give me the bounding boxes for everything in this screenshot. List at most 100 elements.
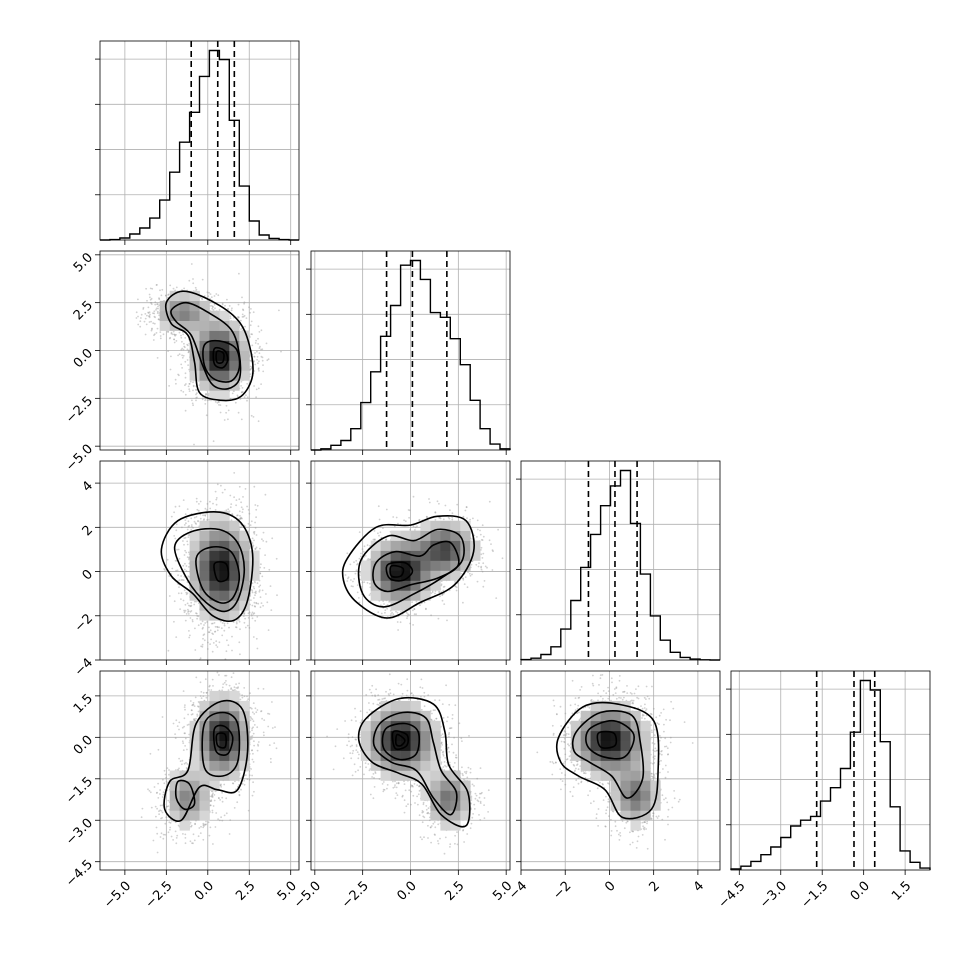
sample-point <box>251 537 254 540</box>
sample-point <box>257 367 260 370</box>
sample-point <box>195 393 197 396</box>
sample-point <box>257 343 259 345</box>
sample-point <box>184 609 187 612</box>
sample-point <box>168 385 171 387</box>
sample-point <box>218 662 220 664</box>
sample-point <box>188 525 191 527</box>
sample-point <box>158 298 161 301</box>
sample-point <box>187 364 190 366</box>
sample-point <box>244 617 247 620</box>
sample-point <box>165 294 167 297</box>
sample-point <box>237 303 240 306</box>
sample-point <box>240 328 242 331</box>
sample-point <box>239 398 242 400</box>
sample-point <box>240 506 243 509</box>
sample-point <box>185 613 188 615</box>
sample-point <box>201 620 204 623</box>
sample-point <box>216 483 219 486</box>
sample-point <box>253 532 256 535</box>
sample-point <box>254 548 257 550</box>
sample-point <box>240 319 242 322</box>
sample-point <box>242 315 245 318</box>
sample-point <box>228 305 231 307</box>
sample-point <box>184 536 187 539</box>
sample-point <box>169 284 172 287</box>
sample-point <box>181 367 184 369</box>
sample-point <box>188 636 191 639</box>
sample-point <box>185 551 188 554</box>
panel-3-3 <box>726 670 931 871</box>
sample-point <box>256 358 258 361</box>
density-cell <box>189 350 200 361</box>
sample-point <box>204 507 207 510</box>
density-cell <box>219 380 230 391</box>
sample-point <box>156 357 159 359</box>
sample-point <box>145 287 148 290</box>
sample-point <box>209 507 212 510</box>
sample-point <box>170 355 172 358</box>
sample-point <box>199 513 202 516</box>
sample-point <box>180 389 183 392</box>
density-cell <box>219 590 230 601</box>
contour-line <box>195 545 241 604</box>
sample-point <box>237 316 240 318</box>
histogram-step <box>730 679 931 870</box>
sample-point <box>255 602 258 605</box>
sample-point <box>218 626 220 629</box>
sample-point <box>196 508 199 511</box>
sample-point <box>491 569 494 571</box>
sample-point <box>174 537 177 540</box>
density-cell <box>209 540 220 551</box>
sample-point <box>156 327 159 330</box>
sample-point <box>438 502 440 505</box>
sample-point <box>243 621 246 624</box>
sample-point <box>227 508 230 511</box>
sample-point <box>236 514 238 517</box>
sample-point <box>255 388 258 391</box>
sample-point <box>229 315 232 318</box>
sample-point <box>254 619 257 622</box>
density-cell <box>209 510 220 522</box>
axes-frame <box>730 670 931 871</box>
density-cell <box>229 530 240 541</box>
sample-point <box>243 612 245 615</box>
sample-point <box>360 552 362 555</box>
sample-point <box>182 391 185 393</box>
sample-point <box>184 519 187 521</box>
sample-point <box>248 627 251 629</box>
sample-point <box>203 624 205 626</box>
sample-point <box>203 633 206 636</box>
sample-point <box>177 354 180 357</box>
sample-point <box>184 619 187 622</box>
axes-frame <box>520 460 721 661</box>
density-cell <box>159 300 170 312</box>
sample-point <box>195 500 198 503</box>
sample-point <box>252 636 255 638</box>
sample-point <box>202 634 205 636</box>
sample-point <box>208 631 211 634</box>
sample-point <box>204 514 206 516</box>
sample-point <box>255 508 258 511</box>
sample-point <box>187 344 189 347</box>
sample-point <box>231 307 233 310</box>
sample-point <box>472 517 474 520</box>
sample-point <box>203 518 206 520</box>
sample-point <box>148 315 151 317</box>
sample-point <box>166 558 169 561</box>
density-cell <box>189 370 200 381</box>
sample-point <box>253 485 256 488</box>
sample-point <box>202 519 205 521</box>
sample-point <box>188 566 190 568</box>
sample-point <box>183 345 186 348</box>
sample-point <box>237 395 239 398</box>
sample-point <box>255 602 258 604</box>
sample-point <box>186 592 189 595</box>
sample-point <box>144 317 147 320</box>
sample-point <box>241 387 244 389</box>
sample-point <box>192 282 195 285</box>
sample-point <box>245 317 248 319</box>
density-cell <box>229 360 240 371</box>
sample-point <box>249 595 252 597</box>
density-cell <box>199 570 210 581</box>
sample-point <box>214 625 217 628</box>
